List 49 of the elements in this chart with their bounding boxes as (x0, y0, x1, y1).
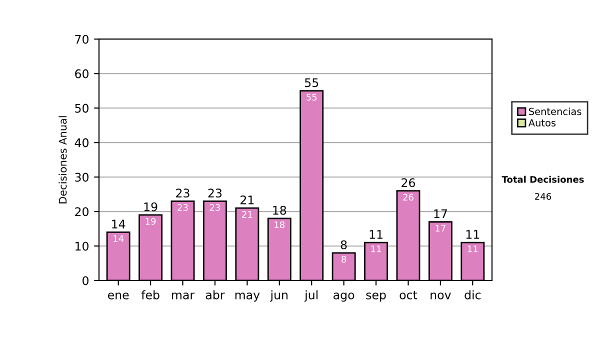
total-label: 11 (466, 230, 480, 239)
y-axis-title: Decisiones Anual (58, 116, 67, 204)
data-label: 11 (371, 246, 381, 252)
y-tick-label: 10 (76, 242, 88, 251)
data-label: 18 (274, 221, 285, 228)
text: 246 (535, 192, 552, 200)
data-label: 23 (210, 204, 220, 211)
y-tick-label: 40 (74, 138, 88, 148)
data-label: 11 (468, 246, 478, 252)
data-label: 14 (114, 235, 124, 242)
total-label: 18 (273, 206, 286, 215)
x-tick-label: ene (108, 292, 129, 300)
y-tick-label: 70 (75, 34, 88, 44)
x-tick-label: abr (206, 290, 225, 300)
x-tick-label: oct (400, 290, 418, 300)
data-label: 8 (342, 256, 346, 263)
data-label: 55 (306, 94, 317, 101)
data-label: 21 (242, 211, 252, 218)
x-tick-label: ago (334, 292, 354, 302)
legend-label: Autos (528, 119, 556, 126)
x-tick-label: mar (172, 292, 195, 300)
legend-label: Sentencias (529, 108, 582, 116)
total-label: 14 (112, 220, 126, 228)
x-tick-label: jul (304, 290, 318, 302)
total-label: 55 (305, 78, 318, 88)
data-label: 17 (436, 224, 446, 232)
total-label: 23 (208, 188, 222, 198)
x-tick-label: feb (141, 290, 160, 300)
y-tick-label: 30 (75, 172, 88, 182)
total-label: 21 (240, 195, 254, 204)
x-tick-label: dic (464, 290, 481, 300)
y-tick-label: 60 (75, 69, 88, 78)
total-label: 11 (370, 230, 382, 239)
total-label: 23 (176, 188, 190, 198)
y-tick-label: 0 (82, 276, 88, 286)
x-tick-label: nov (430, 292, 451, 300)
data-label: 19 (146, 218, 156, 225)
x-tick-label: sep (366, 292, 386, 302)
data-label: 23 (178, 204, 188, 211)
total-label: 17 (434, 209, 447, 218)
y-tick-label: 50 (75, 104, 88, 113)
total-label: 19 (144, 202, 158, 212)
y-tick-label: 20 (75, 207, 88, 216)
x-tick-label: may (235, 292, 260, 302)
x-tick-label: jun (270, 290, 288, 302)
text: Total Decisiones (502, 176, 584, 183)
total-label: 26 (402, 178, 416, 188)
total-label: 8 (340, 240, 347, 250)
data-label: 26 (403, 194, 414, 201)
